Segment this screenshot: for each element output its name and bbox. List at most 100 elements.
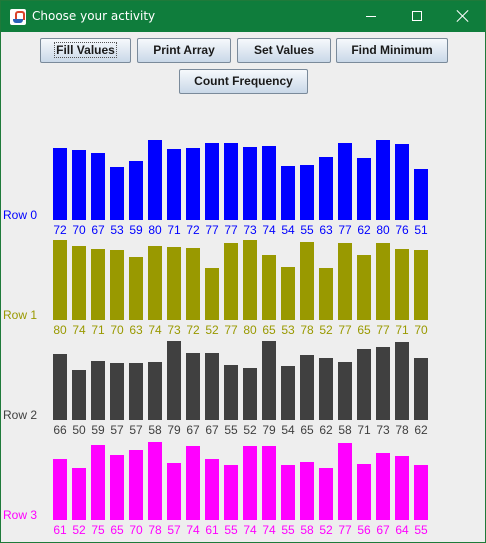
minimize-button[interactable] — [348, 1, 394, 32]
set-values-button[interactable]: Set Values — [237, 38, 331, 63]
bar — [186, 353, 200, 420]
bar — [167, 247, 181, 320]
fill-values-button[interactable]: Fill Values — [40, 38, 131, 63]
bar-value-label: 77 — [376, 323, 390, 337]
bar — [395, 249, 409, 320]
bar-value-label: 65 — [110, 523, 124, 537]
bar-value-label: 71 — [357, 423, 371, 437]
bar-value-label: 78 — [395, 423, 409, 437]
bar-value-label: 79 — [262, 423, 276, 437]
bar-value-label: 67 — [186, 423, 200, 437]
bar — [357, 464, 371, 520]
maximize-button[interactable] — [394, 1, 440, 32]
bar — [186, 148, 200, 220]
bar — [300, 165, 314, 220]
bar — [224, 465, 238, 520]
bar — [300, 355, 314, 420]
bar — [205, 459, 219, 520]
bar-value-label: 74 — [262, 523, 276, 537]
bar-value-label: 72 — [186, 323, 200, 337]
bar — [167, 341, 181, 420]
bar — [395, 456, 409, 520]
bar-value-label: 70 — [414, 323, 428, 337]
bar-value-label: 54 — [281, 423, 295, 437]
bar — [262, 146, 276, 220]
bar-value-label: 78 — [300, 323, 314, 337]
bar-value-label: 72 — [53, 223, 67, 237]
bar-value-label: 65 — [262, 323, 276, 337]
bar-value-label: 75 — [91, 523, 105, 537]
bar — [148, 362, 162, 420]
bar — [243, 240, 257, 320]
bar — [186, 446, 200, 520]
bar — [148, 442, 162, 520]
bar-value-label: 52 — [319, 523, 333, 537]
bar — [72, 150, 86, 220]
bar-value-label: 51 — [414, 223, 428, 237]
java-icon — [10, 9, 26, 25]
count-frequency-button[interactable]: Count Frequency — [179, 69, 308, 94]
bar-value-label: 77 — [224, 223, 238, 237]
bar-value-label: 74 — [72, 323, 86, 337]
bar-value-label: 56 — [357, 523, 371, 537]
bar-value-label: 57 — [129, 423, 143, 437]
bar — [338, 443, 352, 520]
bar — [205, 268, 219, 320]
bar-value-label: 70 — [129, 523, 143, 537]
bar-value-label: 58 — [300, 523, 314, 537]
set-values-label: Set Values — [253, 43, 315, 57]
bar — [319, 268, 333, 320]
bar-value-label: 58 — [148, 423, 162, 437]
find-minimum-button[interactable]: Find Minimum — [336, 38, 448, 63]
bar-value-label: 70 — [72, 223, 86, 237]
minimize-icon — [366, 16, 376, 17]
bar-value-label: 77 — [338, 223, 352, 237]
bar — [281, 465, 295, 520]
row-label: Row 2 — [3, 408, 37, 422]
bar — [414, 358, 428, 420]
bar — [53, 148, 67, 220]
bar — [262, 255, 276, 320]
bar — [110, 167, 124, 220]
bar — [395, 342, 409, 420]
bar — [186, 248, 200, 320]
bar — [110, 250, 124, 320]
bar-value-label: 63 — [129, 323, 143, 337]
print-array-button[interactable]: Print Array — [137, 38, 231, 63]
find-minimum-label: Find Minimum — [351, 43, 433, 57]
bar-value-label: 65 — [300, 423, 314, 437]
title-bar[interactable]: Choose your activity — [1, 1, 485, 32]
bar-value-label: 71 — [395, 323, 409, 337]
bar — [91, 361, 105, 420]
maximize-icon — [412, 11, 422, 21]
bar-value-label: 77 — [205, 223, 219, 237]
bar — [281, 166, 295, 220]
bar-value-label: 57 — [110, 423, 124, 437]
bar — [224, 243, 238, 320]
bar — [395, 144, 409, 220]
bar — [72, 246, 86, 320]
bar — [376, 453, 390, 520]
bar-value-label: 80 — [243, 323, 257, 337]
bar — [205, 143, 219, 220]
row-label: Row 1 — [3, 308, 37, 322]
bar — [243, 368, 257, 420]
bar-value-label: 74 — [186, 523, 200, 537]
bar-value-label: 55 — [224, 423, 238, 437]
bar — [300, 242, 314, 320]
window-title: Choose your activity — [32, 9, 156, 23]
bar — [129, 450, 143, 520]
bar-value-label: 74 — [262, 223, 276, 237]
bar-value-label: 53 — [110, 223, 124, 237]
row-label: Row 0 — [3, 208, 37, 222]
bar — [167, 149, 181, 220]
bar — [357, 255, 371, 320]
bar — [414, 465, 428, 520]
bar — [167, 463, 181, 520]
bar-value-label: 54 — [281, 223, 295, 237]
count-frequency-label: Count Frequency — [194, 74, 293, 88]
bar — [129, 161, 143, 220]
bar-value-label: 57 — [167, 523, 181, 537]
bar-value-label: 80 — [376, 223, 390, 237]
bar — [224, 143, 238, 220]
